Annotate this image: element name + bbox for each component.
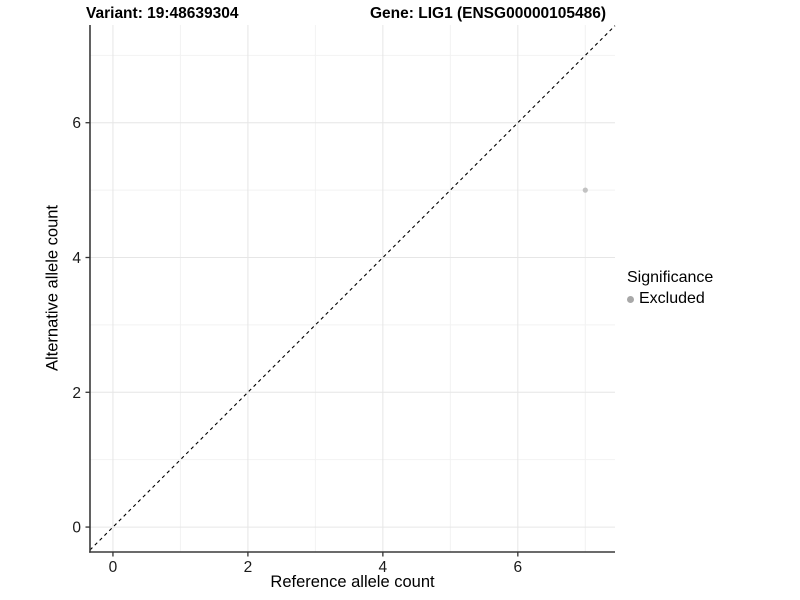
legend-item-excluded: Excluded — [627, 290, 713, 308]
legend-title: Significance — [627, 269, 714, 286]
y-tick-label: 0 — [72, 520, 81, 537]
x-axis-label: Reference allele count — [270, 573, 435, 591]
identity-line — [89, 25, 616, 551]
y-tick-label: 6 — [72, 115, 81, 132]
x-tick-label: 4 — [379, 559, 388, 576]
legend-point-icon — [627, 295, 634, 303]
data-point — [582, 187, 588, 193]
y-tick-label: 4 — [72, 250, 81, 267]
x-tick-label: 6 — [514, 559, 523, 576]
y-axis-label: Alternative allele count — [43, 204, 62, 372]
y-tick-label: 2 — [72, 385, 81, 402]
legend-item-label: Excluded — [639, 290, 705, 307]
x-tick-label: 2 — [244, 559, 253, 576]
x-tick-label: 0 — [109, 559, 118, 576]
legend: Significance Excluded — [627, 269, 713, 308]
variant-title: Variant: 19:48639304 — [86, 5, 239, 22]
gene-title: Gene: LIG1 (ENSG00000105486) — [370, 5, 607, 22]
